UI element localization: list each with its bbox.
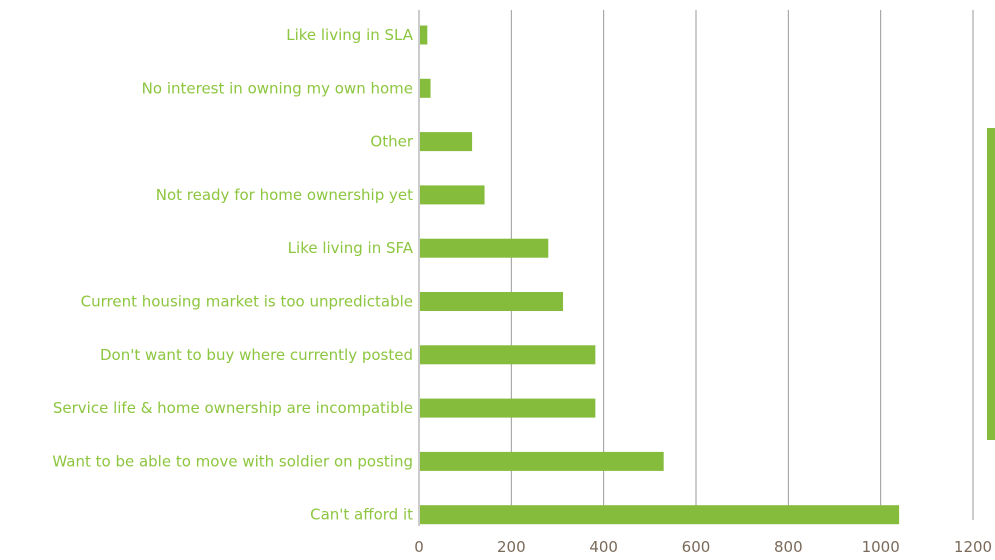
category-label: Can't afford it (310, 506, 413, 524)
bar (420, 345, 596, 365)
category-label: No interest in owning my own home (142, 79, 413, 97)
category-label: Like living in SFA (288, 239, 414, 257)
bar (420, 132, 473, 152)
category-label: Don't want to buy where currently posted (100, 346, 413, 364)
category-label: Like living in SLA (286, 26, 414, 44)
category-label: Service life & home ownership are incomp… (53, 399, 413, 417)
legend-marker (987, 128, 995, 440)
bar (420, 185, 485, 205)
x-tick-label: 0 (414, 538, 424, 556)
category-label: Not ready for home ownership yet (156, 186, 413, 204)
x-tick-label: 400 (589, 538, 618, 556)
bar (420, 292, 564, 311)
bar-layer (420, 25, 900, 525)
category-labels: Like living in SLA No interest in owning … (52, 26, 413, 524)
x-tick-label: 1000 (862, 538, 900, 556)
grid-layer (418, 10, 974, 526)
x-tick-label: 200 (497, 538, 526, 556)
bar (420, 78, 431, 98)
x-tick-label: 1200 (954, 538, 992, 556)
category-label: Current housing market is too unpredicta… (81, 293, 413, 311)
x-tick-label: 600 (682, 538, 711, 556)
bar (420, 398, 596, 418)
bar (420, 25, 428, 45)
bar (420, 451, 664, 471)
x-tick-labels: 0 200 400 600 800 1000 1200 (414, 538, 992, 556)
bar (420, 505, 900, 525)
x-tick-label: 800 (774, 538, 803, 556)
category-label: Want to be able to move with soldier on … (52, 452, 413, 470)
bar (420, 238, 549, 258)
category-label: Other (370, 133, 413, 151)
